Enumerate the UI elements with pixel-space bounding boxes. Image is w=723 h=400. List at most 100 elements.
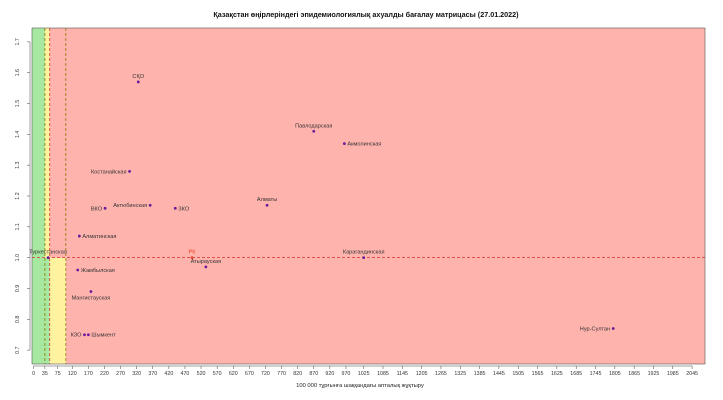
x-tick-label: 270 [116, 371, 125, 377]
data-point-label: Атырауская [191, 259, 222, 265]
data-point [611, 327, 615, 330]
x-tick-label: 320 [132, 371, 141, 377]
risk-zones [32, 28, 706, 364]
risk-zone-2 [44, 257, 50, 364]
risk-zone-1 [44, 28, 50, 258]
x-tick-label: 1565 [532, 371, 544, 377]
data-point-label: Акмолинская [347, 142, 381, 148]
x-tick-label: 570 [213, 371, 222, 377]
data-point [83, 333, 86, 337]
x-tick-label: 1445 [493, 371, 505, 377]
data-point-label: Алматы [257, 197, 277, 203]
risk-zone-0 [32, 28, 45, 364]
data-point [190, 256, 194, 260]
x-tick-label: 35 [42, 371, 48, 377]
y-tick-label: 1.6 [15, 69, 21, 76]
x-tick-label: 920 [325, 371, 334, 377]
x-tick-label: 720 [261, 371, 270, 377]
x-tick-label: 220 [100, 371, 109, 377]
data-point [265, 203, 269, 207]
data-point [312, 129, 316, 133]
y-tick-label: 1.7 [15, 38, 21, 45]
x-tick-label: 1805 [609, 371, 621, 377]
data-point [86, 333, 90, 337]
x-tick-label: 520 [197, 371, 206, 377]
x-tick-label: 820 [293, 371, 302, 377]
x-tick-label: 0 [32, 371, 35, 377]
data-point-label: Шымкент [91, 333, 116, 339]
x-tick-label: 1025 [358, 371, 370, 377]
y-tick-label: 1.3 [15, 161, 21, 168]
data-point-label: РК [189, 250, 197, 256]
x-tick-label: 1385 [474, 371, 486, 377]
x-tick-label: 770 [277, 371, 286, 377]
x-tick-label: 120 [68, 371, 77, 377]
data-point-label: Карагандинская [343, 250, 385, 256]
data-point [148, 203, 152, 207]
data-point-label: ВКО [91, 206, 103, 212]
x-tick-label: 1925 [648, 371, 660, 377]
x-tick-label: 970 [342, 371, 351, 377]
data-point [362, 256, 366, 260]
x-tick-label: 1865 [628, 371, 640, 377]
plot-frame [31, 27, 706, 365]
x-tick-label: 420 [164, 371, 173, 377]
x-tick-label: 1985 [667, 371, 679, 377]
data-point-label: Актюбинская [113, 203, 147, 209]
data-point [77, 234, 81, 238]
risk-zone-5 [65, 257, 705, 364]
y-tick-label: 1.0 [15, 254, 21, 261]
x-tick-label: 620 [229, 371, 238, 377]
risk-zone-4 [49, 28, 706, 258]
y-tick-label: 1.1 [15, 223, 21, 230]
data-point [136, 80, 140, 84]
x-axis-label: 100 000 тұрғынға шаққандағы апталық жұқт… [296, 383, 424, 389]
reference-lines [32, 28, 705, 364]
risk-zone-3 [49, 257, 66, 364]
data-points: СҚО Павлодарская Акмолинская Костанайская Ал… [29, 74, 615, 339]
x-tick-label: 1085 [377, 371, 389, 377]
y-tick-label: 1.5 [15, 100, 21, 107]
x-tick-label: 1745 [590, 371, 602, 377]
data-point-label: Туркестанская [29, 250, 67, 256]
data-point-label: СҚО [132, 74, 144, 80]
data-point-label: Павлодарская [295, 123, 332, 129]
y-axis: 0.7 0.8 0.9 1.0 1.1 1.2 1.3 1.4 1.5 1.6 1.7 [15, 38, 31, 354]
x-tick-label: 370 [148, 371, 157, 377]
data-point-label: КЗО [71, 333, 83, 339]
data-point-label: Жамбылская [81, 268, 115, 274]
data-point [103, 206, 107, 210]
data-point [128, 169, 131, 173]
x-tick-label: 470 [181, 371, 190, 377]
x-tick-label: 1205 [416, 371, 428, 377]
y-tick-label: 1.2 [15, 192, 21, 199]
data-point-label: Нур-Султан [580, 327, 610, 333]
x-tick-label: 1685 [570, 371, 582, 377]
data-point-label: ЗКО [178, 206, 190, 212]
x-tick-label: 670 [245, 371, 254, 377]
data-point [46, 256, 50, 260]
x-tick-label: 1625 [551, 371, 563, 377]
x-tick-label: 1265 [435, 371, 447, 377]
data-point [76, 268, 80, 272]
y-tick-label: 0.9 [15, 285, 21, 292]
data-point [89, 290, 93, 293]
x-tick-label: 1505 [512, 371, 524, 377]
x-tick-label: 1145 [397, 371, 408, 377]
data-point [342, 142, 346, 145]
chart-title: Қазақстан өңірлеріндегі эпидемиологиялық… [213, 10, 519, 19]
data-point-label: Мангистауская [72, 296, 111, 302]
y-tick-label: 1.4 [15, 131, 21, 138]
x-tick-label: 170 [84, 371, 93, 377]
data-point-label: Костанайская [91, 168, 127, 175]
y-tick-label: 0.8 [15, 316, 21, 323]
x-tick-label: 2045 [686, 371, 698, 377]
x-tick-label: 75 [55, 371, 61, 377]
y-tick-label: 0.7 [15, 346, 21, 353]
x-tick-label: 870 [309, 371, 318, 377]
x-tick-label: 1325 [454, 371, 466, 377]
data-point-label: Алматинская [82, 234, 116, 240]
x-axis: 0 35 75 120 170 220 270 320 370 420 470 520 570 620 67… [32, 365, 698, 377]
data-point [204, 265, 208, 269]
